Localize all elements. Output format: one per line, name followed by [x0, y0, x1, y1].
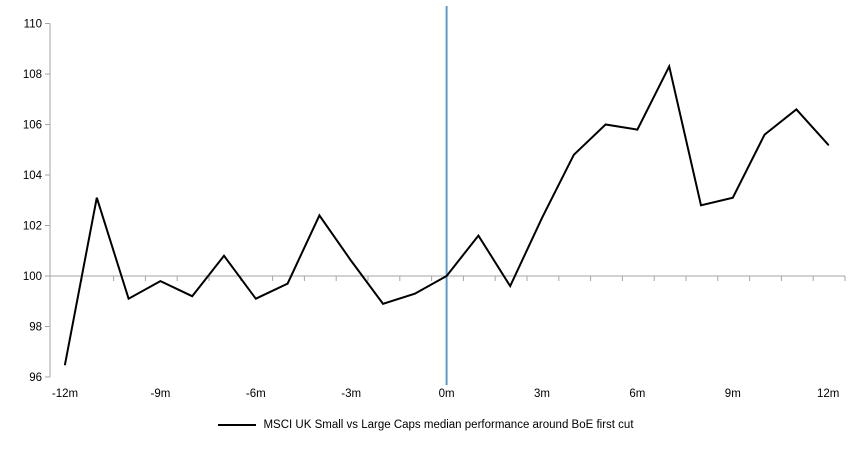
y-axis-tick-label: 104: [23, 170, 43, 182]
x-axis-tick-label: 9m: [725, 388, 741, 400]
y-axis-tick-label: 102: [23, 221, 42, 233]
x-axis-tick-label: 6m: [629, 388, 645, 400]
y-axis-tick-label: 110: [24, 19, 42, 31]
x-axis-tick-label: -12m: [52, 388, 78, 400]
y-axis-tick-label: 106: [23, 120, 42, 132]
x-axis-tick-label: -6m: [246, 388, 266, 400]
legend-line-sample: [218, 424, 257, 426]
y-axis-tick-label: 96: [29, 372, 42, 384]
x-axis-tick-label: -3m: [341, 388, 361, 400]
x-axis-tick-label: 0m: [439, 388, 455, 400]
y-axis-tick-label: 100: [23, 271, 42, 283]
y-axis-tick-label: 98: [29, 322, 42, 334]
x-axis-tick-label: 12m: [817, 388, 839, 400]
x-axis-tick-label: 3m: [534, 388, 550, 400]
legend-label: MSCI UK Small vs Large Caps median perfo…: [263, 419, 634, 431]
series-line-msci-uk-small-vs-large: [64, 63, 830, 366]
legend: MSCI UK Small vs Large Caps median perfo…: [0, 417, 852, 433]
y-axis-tick-label: 108: [23, 69, 42, 81]
x-axis-tick-label: -9m: [150, 388, 170, 400]
